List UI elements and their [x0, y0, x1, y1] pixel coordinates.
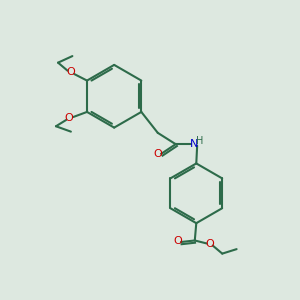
Text: O: O	[66, 67, 75, 77]
Text: H: H	[196, 136, 204, 146]
Text: O: O	[153, 149, 162, 159]
Text: O: O	[65, 113, 74, 124]
Text: O: O	[205, 239, 214, 249]
Text: O: O	[173, 236, 182, 246]
Text: N: N	[190, 139, 198, 149]
